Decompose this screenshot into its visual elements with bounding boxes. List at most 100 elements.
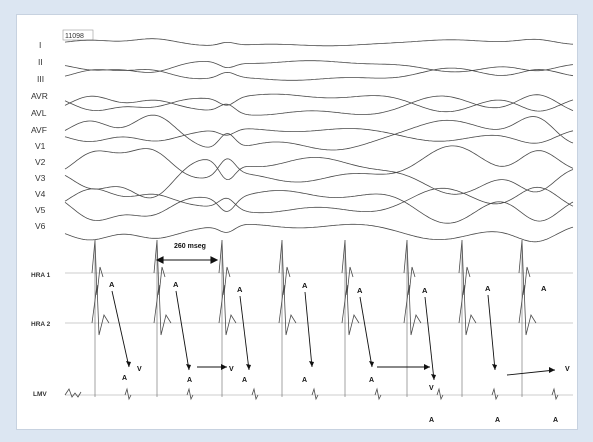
- lead-label-v6: V6: [35, 221, 46, 231]
- recording-id: 11098: [65, 33, 84, 40]
- lead-label-hra2: HRA 2: [31, 321, 51, 328]
- lead-label-i: I: [39, 40, 41, 50]
- activation-arrowhead-5: [369, 361, 374, 367]
- lmv-atrial-marker-7: A: [495, 417, 500, 424]
- hra1-spike-4: [278, 239, 291, 296]
- atrial-marker-6: A: [422, 286, 428, 295]
- lmv-deflection-3: [251, 387, 259, 401]
- av-arrow-7: [506, 369, 556, 376]
- lmv-atrial-marker-6: A: [429, 417, 434, 424]
- hra1-spike-7: [458, 239, 471, 296]
- surface-trace-8: [64, 157, 574, 199]
- lmv-atrial-marker-5: A: [369, 377, 374, 384]
- hra2-spike-5: [341, 284, 360, 336]
- av-arrowhead-2: [221, 364, 227, 370]
- surface-lead-traces: [64, 38, 574, 243]
- activation-arrowhead-2: [186, 364, 191, 370]
- hra2-spike-2: [153, 284, 172, 336]
- activation-arrow-1: [111, 290, 130, 368]
- surface-trace-3: [64, 67, 574, 81]
- lmv-atrial-marker-8: A: [553, 417, 558, 424]
- hra1-spike-1: [91, 239, 104, 296]
- surface-trace-2: [64, 60, 574, 73]
- lmv-deflection-1: [124, 387, 132, 401]
- ventricular-marker-2: V: [229, 366, 234, 373]
- interval-arrowhead-left: [155, 256, 164, 264]
- surface-trace-10: [64, 190, 574, 224]
- interval-arrowhead-right: [210, 256, 219, 264]
- atrial-marker-2: A: [173, 280, 179, 289]
- activation-arrow-7: [487, 294, 496, 371]
- lmv-deflection-5: [374, 387, 382, 401]
- lmv-start-noise: [64, 388, 82, 398]
- av-arrowhead-5: [424, 364, 430, 370]
- lmv-deflection-2: [186, 387, 194, 401]
- atrial-marker-7: A: [485, 284, 491, 293]
- atrial-marker-3: A: [237, 285, 243, 294]
- activation-arrow-3: [239, 295, 250, 371]
- hra2-spike-4: [278, 284, 297, 336]
- hra1-spike-2: [153, 239, 166, 296]
- activation-arrowhead-1: [126, 361, 131, 367]
- lmv-atrial-marker-3: A: [242, 377, 247, 384]
- atrial-marker-4: A: [302, 281, 308, 290]
- intracardiac-baselines: [65, 272, 573, 396]
- lmv-deflection-4: [311, 387, 319, 401]
- activation-arrowhead-3: [246, 364, 251, 370]
- activation-arrow-5: [359, 296, 373, 368]
- activation-arrowhead-7: [492, 364, 497, 370]
- lmv-deflection-7: [491, 387, 499, 401]
- lead-label-avr: AVR: [31, 91, 48, 101]
- surface-trace-4: [64, 93, 574, 113]
- hra1-spike-5: [341, 239, 354, 296]
- hra2-spike-8: [518, 284, 537, 336]
- intracardiac-traces: [64, 239, 559, 401]
- activation-arrow-6: [424, 296, 435, 381]
- activation-arrowhead-6: [431, 374, 436, 380]
- lead-labels: I II III AVR AVL AVF V1 V2 V3 V4 V5 V6 H…: [31, 40, 51, 398]
- hra2-spike-3: [218, 284, 237, 336]
- ventricular-marker-5: V: [429, 385, 434, 392]
- atrial-marker-5: A: [357, 286, 363, 295]
- lmv-deflection-8: [551, 387, 559, 401]
- ventricular-marker-1: V: [137, 366, 142, 373]
- lead-label-v2: V2: [35, 157, 46, 167]
- lead-label-ii: II: [38, 57, 43, 67]
- hra1-spike-8: [518, 239, 531, 296]
- activation-arrowhead-4: [309, 361, 314, 367]
- av-arrowhead-7: [549, 367, 555, 373]
- lmv-atrial-marker-2: A: [187, 377, 192, 384]
- ecg-panel: 11098 I II III AVR AVL AVF V1 V2 V3 V4 V…: [16, 14, 578, 430]
- ecg-recording: 11098 I II III AVR AVL AVF V1 V2 V3 V4 V…: [31, 29, 574, 424]
- lead-label-lmv: LMV: [33, 391, 47, 398]
- surface-trace-5: [64, 94, 574, 116]
- lead-label-iii: III: [37, 74, 44, 84]
- interval-label: 260 mseg: [174, 243, 206, 250]
- hra2-spike-6: [403, 284, 422, 336]
- interval-marker: [155, 256, 219, 264]
- surface-trace-11: [64, 186, 574, 214]
- recording-id-box: [62, 29, 94, 41]
- hra1-spike-6: [403, 239, 416, 296]
- lead-label-hra1: HRA 1: [31, 272, 51, 279]
- atrial-marker-8: A: [541, 284, 547, 293]
- activation-arrow-2: [175, 290, 190, 371]
- lead-label-v4: V4: [35, 189, 46, 199]
- activation-arrow-4: [304, 291, 313, 368]
- atrial-marker-1: A: [109, 280, 115, 289]
- lmv-atrial-marker-4: A: [302, 377, 307, 384]
- ventricular-marker-7: V: [565, 366, 570, 373]
- hra2-spike-1: [91, 284, 110, 336]
- lmv-atrial-marker-1: A: [122, 375, 127, 382]
- lead-label-v5: V5: [35, 205, 46, 215]
- hra2-spike-7: [458, 284, 477, 336]
- surface-trace-7: [64, 114, 574, 151]
- lead-label-v3: V3: [35, 173, 46, 183]
- lead-label-avl: AVL: [31, 108, 47, 118]
- hra1-spike-3: [218, 239, 231, 296]
- surface-trace-12: [64, 223, 574, 243]
- lead-label-v1: V1: [35, 141, 46, 151]
- surface-trace-9: [64, 145, 574, 183]
- lmv-deflection-6: [436, 387, 444, 401]
